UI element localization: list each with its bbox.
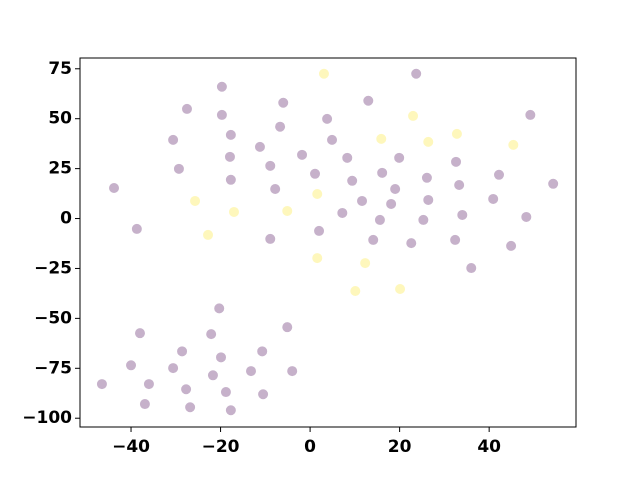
y-tick-label: 75 [48,59,72,79]
point [377,167,388,178]
point [457,209,468,220]
y-tick-label: −100 [22,408,72,428]
point [185,402,196,413]
point [126,360,137,371]
point [337,207,348,218]
point [297,149,308,160]
point [312,188,323,199]
point [282,322,293,333]
point [494,169,505,180]
point [394,152,405,163]
point [506,240,517,251]
point [287,366,298,377]
point [408,110,419,121]
point [278,97,289,108]
point [168,363,179,374]
x-tick-label: −20 [202,437,240,457]
point [254,141,265,152]
point [423,194,434,205]
point [206,329,217,340]
point [508,139,519,150]
point [109,182,120,193]
point [257,346,268,357]
point [350,286,361,297]
point [224,151,235,162]
point [327,134,338,145]
point [143,379,154,390]
point [265,233,276,244]
point [374,214,385,225]
point [454,179,465,190]
point [225,405,236,416]
x-tick-label: 0 [304,437,316,457]
x-tick-label: 40 [477,437,501,457]
point [310,168,321,179]
y-tick-label: −25 [34,258,72,278]
point [173,163,184,174]
point [216,352,227,363]
point [450,234,461,245]
plot-frame [79,57,577,428]
point [275,121,286,132]
point [134,328,145,339]
point [548,178,559,189]
point [318,68,329,79]
y-tick-label: 25 [48,159,72,179]
y-tick-label: 50 [48,109,72,129]
point [521,211,532,222]
point [386,198,397,209]
point [228,206,239,217]
y-tick-label: −50 [34,308,72,328]
point [225,129,236,140]
point [488,193,499,204]
point [214,303,225,314]
point [246,366,257,377]
x-tick-label: 20 [388,437,412,457]
point [139,399,150,410]
point [181,103,192,114]
point [258,389,269,400]
point [190,195,201,206]
point [360,258,371,269]
y-tick-label: 0 [60,209,72,229]
point [466,263,477,274]
point [131,223,142,234]
point [168,134,179,145]
point [451,128,462,139]
point [207,370,218,381]
point [342,152,353,163]
point [216,81,227,92]
point [525,109,536,120]
point [312,253,323,264]
point [451,156,462,167]
point [203,229,214,240]
point [314,225,325,236]
point [357,195,368,206]
point [322,113,333,124]
point [363,95,374,106]
point [368,234,379,245]
point [418,214,429,225]
x-tick-label: −40 [112,437,150,457]
point [376,133,387,144]
point [421,172,432,183]
point [411,68,422,79]
point [270,183,281,194]
point [265,160,276,171]
point [347,175,358,186]
point [423,136,434,147]
point [390,183,401,194]
point [282,205,293,216]
point [96,379,107,390]
y-tick-label: −75 [34,358,72,378]
point [181,384,192,395]
point [177,346,188,357]
point [220,387,231,398]
point [395,284,406,295]
point [216,109,227,120]
point [406,238,417,249]
point [225,174,236,185]
